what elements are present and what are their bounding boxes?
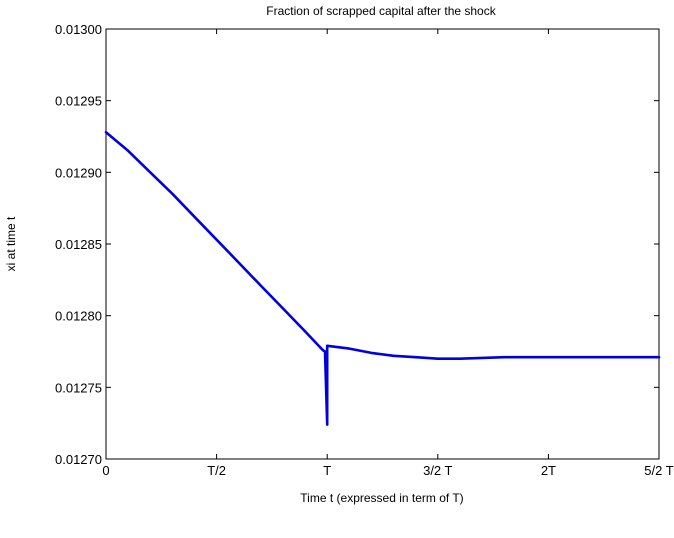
x-tick-label: 3/2 T (423, 463, 452, 478)
series-layer (104, 130, 661, 426)
x-tick-label: 0 (102, 463, 109, 478)
x-tick-label: 2T (541, 463, 556, 478)
y-tick-label: 0.01290 (55, 165, 102, 180)
x-axis-ticks: 0 T/2 T 3/2 T 2T 5/2 T (102, 29, 674, 478)
x-tick-label: T (323, 463, 331, 478)
x-tick-label: 5/2 T (644, 463, 673, 478)
y-axis-label: xi at time t (4, 216, 18, 271)
y-tick-label: 0.01300 (55, 22, 102, 37)
series-line (104, 130, 661, 426)
x-axis-label: Time t (expressed in term of T) (300, 491, 463, 505)
chart-title: Fraction of scrapped capital after the s… (266, 4, 496, 18)
y-tick-label: 0.01280 (55, 309, 102, 324)
y-tick-label: 0.01275 (55, 380, 102, 395)
y-tick-label: 0.01285 (55, 237, 102, 252)
y-tick-label: 0.01270 (55, 452, 102, 467)
plot-area (105, 28, 660, 460)
plot-frame (105, 28, 660, 460)
x-tick-label: T/2 (207, 463, 226, 478)
y-tick-label: 0.01295 (55, 94, 102, 109)
y-axis-ticks: 0.01270 0.01275 0.01280 0.01285 0.01290 0.012… (55, 22, 659, 467)
